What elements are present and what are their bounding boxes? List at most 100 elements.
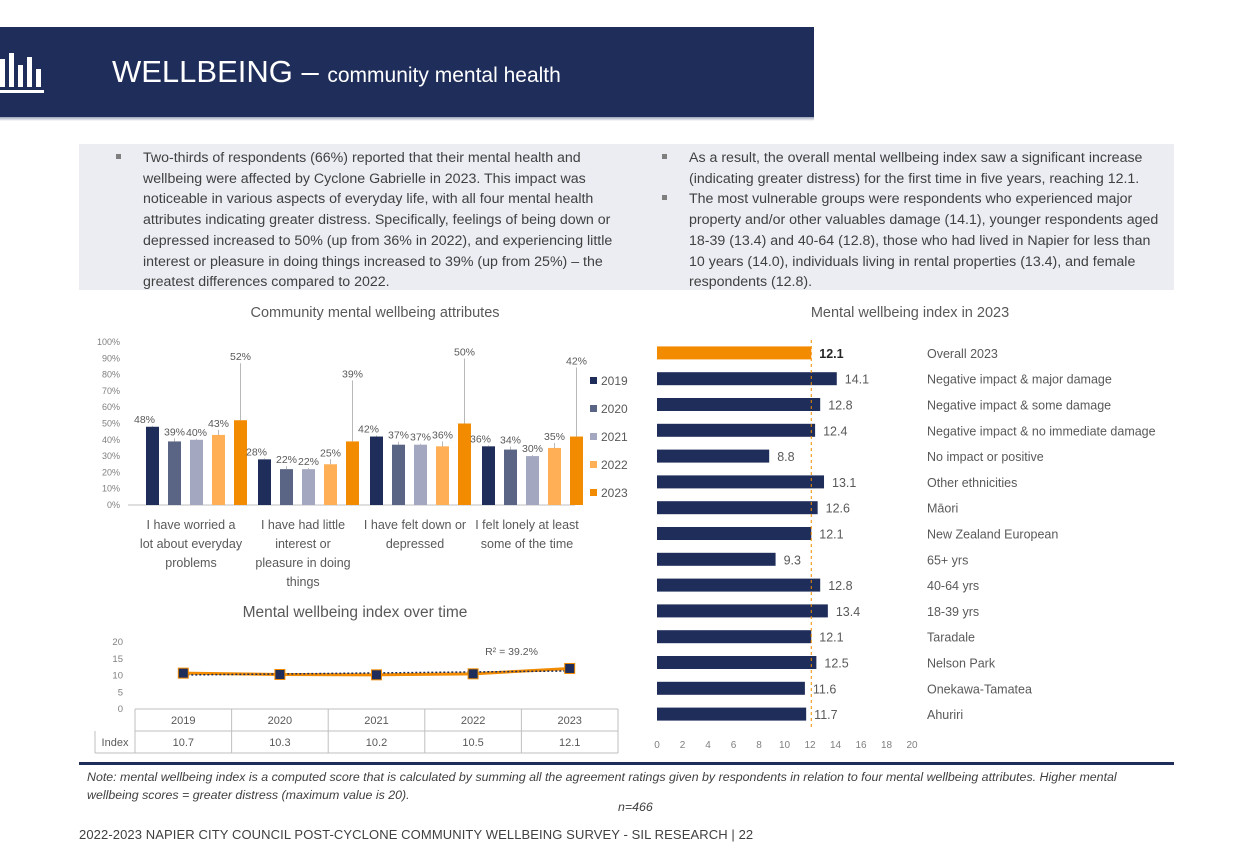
table-value: 10.7 [173, 737, 194, 749]
y-tick-label: 90% [102, 353, 120, 363]
data-point [371, 669, 382, 681]
bar [657, 398, 821, 411]
table-series-label: Index [102, 737, 129, 749]
legend-swatch [590, 489, 597, 496]
bar-2020 [392, 444, 405, 505]
category-label: No impact or positive [927, 450, 1044, 464]
bar-2021 [190, 439, 203, 505]
bullet-square-icon [662, 154, 667, 159]
page-title-main: WELLBEING – [112, 54, 328, 89]
category-label: I have had little [261, 518, 345, 532]
data-label: 42% [358, 424, 379, 436]
data-label: 12.1 [819, 528, 843, 542]
bar [657, 346, 812, 360]
x-tick-label: 2020 [268, 715, 292, 727]
bar [657, 501, 818, 515]
y-tick-label: 20 [112, 637, 123, 648]
data-label: 37% [388, 430, 409, 442]
data-label: 39% [342, 368, 363, 380]
category-label: Negative impact & some damage [927, 399, 1111, 413]
data-label: 12.4 [823, 424, 847, 438]
category-label: 40-64 yrs [927, 579, 979, 593]
category-label: Negative impact & major damage [927, 373, 1112, 387]
table-value: 10.3 [269, 737, 290, 749]
category-label: Other ethnicities [927, 476, 1017, 490]
bar-2021 [414, 444, 427, 505]
category-label: Nelson Park [927, 657, 996, 671]
category-label: depressed [386, 537, 444, 551]
y-tick-label: 0 [118, 704, 123, 715]
category-label: pleasure in doing [255, 556, 350, 570]
x-tick-label: 2022 [461, 715, 485, 727]
y-tick-label: 30% [102, 451, 120, 461]
data-point [274, 668, 286, 680]
data-label: 42% [566, 356, 587, 368]
bar-2021 [302, 469, 315, 505]
x-tick-label: 4 [705, 740, 711, 751]
bar [657, 449, 770, 463]
data-label: 22% [298, 456, 319, 468]
index-2023-chart: 12.1 Overall 2023 14.1 Negative impact & ma… [654, 340, 1156, 751]
data-label: 14.1 [845, 373, 869, 387]
summary-box [79, 144, 1174, 290]
category-label: 18-39 yrs [927, 605, 979, 619]
y-tick-label: 5 [118, 687, 123, 698]
bar [657, 527, 812, 540]
bar-2023 [570, 436, 583, 505]
bullet-square-icon [662, 195, 667, 201]
table-value: 12.1 [559, 737, 580, 749]
data-label: 28% [246, 446, 267, 458]
bar-2022 [324, 464, 337, 505]
data-label: 22% [276, 454, 297, 466]
data-label: 12.8 [828, 399, 852, 413]
data-label: 11.6 [813, 682, 836, 696]
legend-swatch [590, 461, 597, 468]
table-value: 10.5 [462, 737, 483, 749]
data-label: 34% [500, 435, 521, 447]
bar-2020 [504, 449, 517, 505]
data-label: 40% [186, 427, 207, 439]
bar [657, 372, 837, 386]
index-2023-chart-title: Mental wellbeing index in 2023 [810, 305, 1010, 321]
x-tick-label: 12 [804, 740, 816, 751]
legend-label: 2023 [601, 486, 628, 500]
data-label: 11.7 [814, 708, 837, 722]
bar-2019 [258, 459, 271, 505]
summary-bullet: As a result, the overall mental wellbein… [660, 148, 1170, 189]
summary-text: As a result, the overall mental wellbein… [689, 150, 1143, 187]
methodology-note: Note: mental wellbeing index is a comput… [87, 770, 1117, 802]
x-tick-label: 2 [680, 740, 686, 751]
y-tick-label: 50% [102, 419, 120, 429]
footer-divider [79, 762, 1174, 765]
bar [657, 423, 816, 437]
bar-2021 [526, 456, 539, 505]
legend-label: 2019 [601, 374, 628, 388]
bullet-square-icon [116, 154, 121, 159]
data-label: 25% [320, 447, 341, 459]
page-title: WELLBEING – community mental health [112, 54, 561, 90]
bar-2020 [168, 441, 181, 505]
bar [657, 656, 817, 669]
legend-label: 2022 [601, 458, 628, 472]
data-point [177, 667, 189, 679]
y-tick-label: 100% [97, 337, 120, 347]
data-label: 13.1 [832, 476, 856, 490]
category-label: New Zealand European [927, 528, 1058, 542]
summary-right: As a result, the overall mental wellbein… [660, 148, 1170, 293]
table-value: 10.2 [366, 737, 387, 749]
data-label: 12.6 [826, 502, 850, 516]
data-label: 30% [522, 443, 543, 455]
data-label: 12.1 [819, 347, 843, 361]
bar [657, 707, 807, 721]
y-tick-label: 0% [107, 500, 120, 510]
bar [657, 681, 805, 695]
data-point [467, 668, 479, 680]
summary-left: Two-thirds of respondents (66%) reported… [114, 148, 634, 293]
legend-swatch [590, 433, 597, 440]
bar-chart-icon [0, 53, 44, 93]
bar [657, 630, 812, 644]
category-label: Ahuriri [927, 708, 963, 722]
y-tick-label: 10 [112, 671, 123, 682]
x-tick-label: 10 [779, 740, 791, 751]
x-tick-label: 20 [906, 740, 918, 751]
